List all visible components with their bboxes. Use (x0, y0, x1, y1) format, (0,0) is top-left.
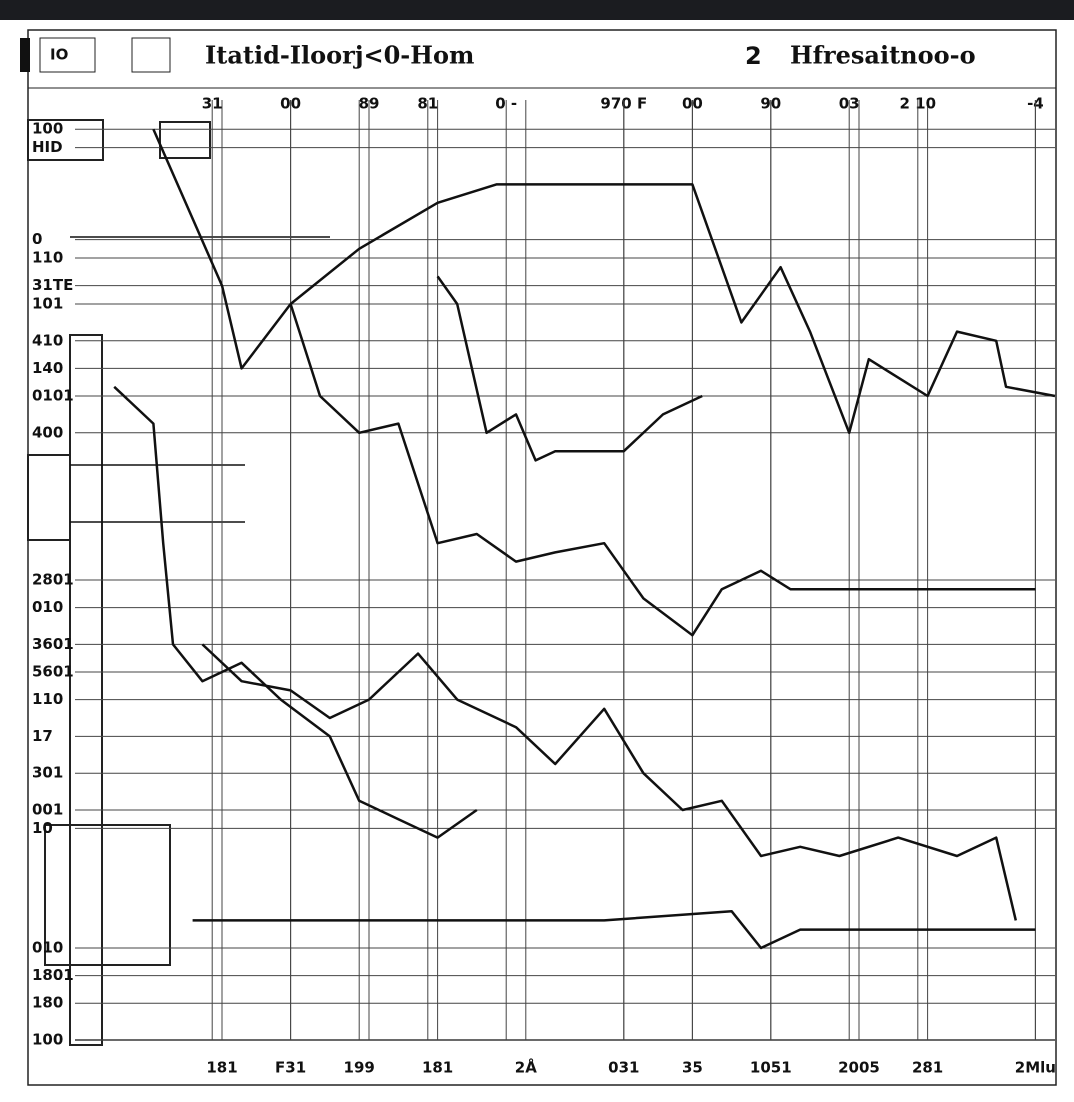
y-tick-label: 180 (32, 994, 63, 1012)
y-tick-label: 101 (32, 295, 63, 313)
y-tick-label: 301 (32, 764, 63, 782)
x-tick-label: 35 (682, 1059, 703, 1077)
y-tick-label: 0101 (32, 387, 74, 405)
series-line (192, 909, 1036, 950)
x-tick-label: 2Å (515, 1058, 537, 1077)
y-tick-label: 31TE (32, 276, 73, 294)
y-tick-label: 140 (32, 359, 63, 377)
x-tick-label: 2005 (838, 1059, 880, 1077)
y-tick-label: 400 (32, 423, 63, 441)
y-tick-label: 001 (32, 801, 63, 819)
series-line (113, 385, 478, 839)
header-number: 2 (745, 42, 762, 70)
y-tick-label: 3601 (32, 635, 74, 653)
y-tick-label: 10 (32, 819, 53, 837)
series-line (201, 643, 1018, 921)
frame (27, 29, 1057, 1086)
x-tick-label: 2Mlu (1015, 1059, 1056, 1077)
y-tick-label: 5601 (32, 663, 74, 681)
y-tick-label: 1801 (32, 966, 74, 984)
y-tick-label: 010 (32, 598, 63, 616)
x-tick-label: 181 (422, 1059, 453, 1077)
y-tick-label: 110 (32, 249, 63, 267)
x-tick-label: 1051 (750, 1059, 792, 1077)
side-panel (69, 334, 103, 1046)
side-box (27, 454, 71, 541)
series-line (289, 303, 1036, 637)
top-bar (0, 0, 1074, 20)
header-label: IO (50, 46, 68, 64)
y-tick-label: HID (32, 138, 63, 156)
y-tick-label: 100 (32, 1031, 63, 1049)
side-box (27, 119, 104, 161)
y-tick-label: 100 (32, 120, 63, 138)
side-box (44, 824, 171, 966)
series-line (436, 275, 703, 462)
y-tick-label: 2801 (32, 571, 74, 589)
header-box (131, 37, 171, 73)
y-tick-label: 410 (32, 331, 63, 349)
chart-title: Itatid-Iloorj<0-Hom (205, 41, 474, 70)
y-tick-label: 110 (32, 690, 63, 708)
x-tick-label: 199 (344, 1059, 375, 1077)
x-tick-label: 031 (608, 1059, 639, 1077)
y-tick-label: 17 (32, 727, 53, 745)
side-box (159, 121, 211, 159)
x-tick-label: 281 (912, 1059, 943, 1077)
y-tick-label: 0 (32, 230, 42, 248)
header-box (39, 37, 96, 73)
series-line (152, 128, 1056, 435)
x-tick-label: F31 (275, 1059, 306, 1077)
chart-subtitle: Hfresaitnoo-o (790, 41, 976, 70)
x-tick-label: 181 (206, 1059, 237, 1077)
y-tick-label: 010 (32, 939, 63, 957)
header-icon (20, 38, 30, 72)
